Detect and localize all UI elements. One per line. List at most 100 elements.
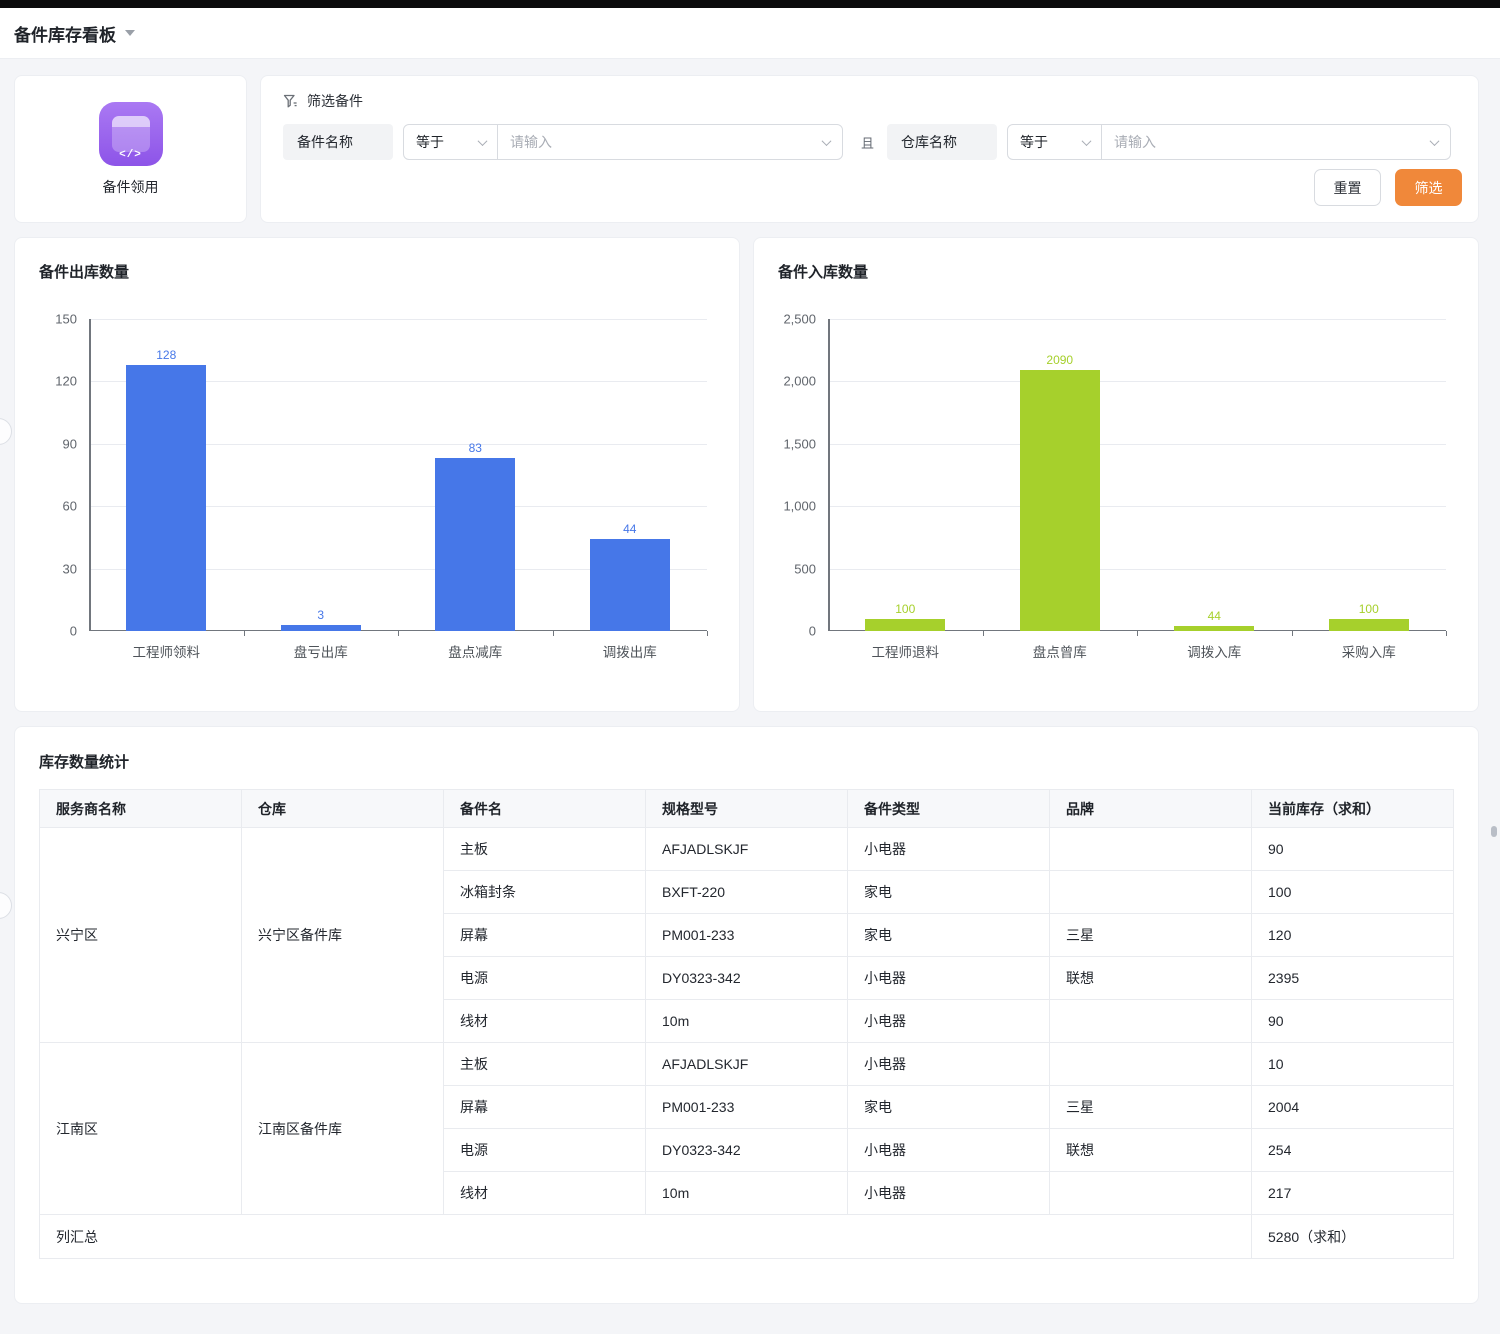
bar[interactable] [435, 458, 516, 631]
bar[interactable] [280, 624, 361, 631]
y-tick-label: 0 [69, 623, 77, 639]
x-tick-label: 盘点曾库 [1032, 645, 1087, 660]
table-row: 冰箱封条 BXFT-220 家电 100 [40, 870, 1454, 914]
column-header: 仓库 [241, 789, 444, 828]
column-header: 品牌 [1049, 789, 1252, 828]
chart-bars: 128 3 83 44 [89, 319, 707, 631]
column-header: 备件类型 [847, 789, 1050, 828]
table-cell: 100 [1251, 870, 1454, 914]
chart-gridlines [828, 319, 1446, 631]
column-header: 备件名 [443, 789, 646, 828]
y-axis-line [89, 319, 91, 631]
x-tick-label: 盘点减库 [448, 645, 503, 660]
bar-value-label: 100 [895, 601, 916, 616]
warehouse-cell: 兴宁区备件库 [241, 827, 444, 1043]
charts-row: 备件出库数量 150 120 90 60 30 0 128 3 83 44 工程师领料 盘亏出库 盘… [14, 237, 1479, 712]
column-header: 规格型号 [645, 789, 848, 828]
reset-button[interactable]: 重置 [1314, 169, 1381, 206]
bar[interactable] [865, 618, 946, 631]
chart-bars: 100 2090 44 100 [828, 319, 1446, 631]
chart-title: 备件出库数量 [39, 264, 130, 281]
bar-chart: 150 120 90 60 30 0 128 3 83 44 [55, 312, 708, 639]
y-tick-label: 90 [62, 436, 77, 452]
app-shortcut-card[interactable]: </> 备件领用 [14, 75, 247, 223]
filter-conditions: 备件名称 等于 请输入 且 仓库名称 等于 [283, 124, 1462, 160]
bar[interactable] [1019, 370, 1100, 631]
bar[interactable] [589, 539, 670, 631]
table-cell: 三星 [1049, 1085, 1252, 1129]
operator-select[interactable]: 等于 [1008, 125, 1103, 159]
value-input[interactable]: 请输入 [498, 125, 842, 159]
table-cell: 主板 [443, 1042, 646, 1086]
table-cell: 90 [1251, 999, 1454, 1043]
filter-icon [283, 94, 297, 107]
table-cell: 小电器 [847, 1042, 1050, 1086]
y-tick-label: 1,000 [783, 498, 816, 514]
summary-label: 列汇总 [39, 1214, 1252, 1259]
y-tick-label: 30 [62, 561, 77, 577]
x-axis-labels: 工程师领料 盘亏出库 盘点减库 调拨出库 [89, 641, 707, 661]
table-cell: 10m [645, 1171, 848, 1215]
x-tick-label: 工程师领料 [132, 645, 201, 660]
table-cell: 家电 [847, 870, 1050, 914]
chevron-down-icon [125, 30, 135, 36]
y-tick-label: 0 [808, 623, 816, 639]
table-cell: PM001-233 [645, 913, 848, 957]
x-tick-label: 盘亏出库 [293, 645, 348, 660]
bar[interactable] [1174, 625, 1255, 631]
table-cell: AFJADLSKJF [645, 827, 848, 871]
bar-value-label: 100 [1358, 601, 1379, 616]
table-cell: 254 [1251, 1128, 1454, 1172]
table-cell: 90 [1251, 827, 1454, 871]
y-tick-label: 500 [794, 561, 816, 577]
column-header: 当前库存（求和） [1251, 789, 1454, 828]
table-cell: 主板 [443, 827, 646, 871]
table-row: 屏幕 PM001-233 家电 三星 2004 [40, 1085, 1454, 1129]
x-tick-label: 工程师退料 [871, 645, 940, 660]
table-cell: 小电器 [847, 1128, 1050, 1172]
filter-submit-button[interactable]: 筛选 [1395, 169, 1462, 206]
table-cell: AFJADLSKJF [645, 1042, 848, 1086]
table-cell: 小电器 [847, 827, 1050, 871]
table-cell: BXFT-220 [645, 870, 848, 914]
x-axis-ticks [828, 319, 1447, 636]
code-window-icon: </> [98, 101, 163, 166]
bar[interactable] [1328, 618, 1409, 631]
chevron-down-icon [821, 135, 832, 146]
operator-value: 等于 [416, 134, 444, 150]
table-cell: 2395 [1251, 956, 1454, 1000]
filter-field-label: 仓库名称 [887, 124, 998, 160]
x-axis-labels: 工程师退料 盘点曾库 调拨入库 采购入库 [828, 641, 1446, 661]
provider-cell: 兴宁区 [39, 827, 242, 1043]
input-placeholder: 请输入 [1114, 134, 1157, 150]
top-row: </> 备件领用 筛选备件 备件名称 等于 [14, 75, 1479, 223]
y-tick-label: 2,000 [783, 373, 816, 389]
table-cell: 家电 [847, 1085, 1050, 1129]
table-cell: 小电器 [847, 1171, 1050, 1215]
table-cell [1049, 999, 1252, 1043]
bar-value-label: 3 [317, 607, 325, 622]
y-axis-line [828, 319, 830, 631]
column-header: 服务商名称 [39, 789, 242, 828]
x-axis-ticks [89, 319, 708, 636]
summary-value: 5280（求和） [1251, 1214, 1454, 1259]
dashboard-title-dropdown[interactable]: 备件库存看板 [14, 21, 135, 46]
table-cell: 217 [1251, 1171, 1454, 1215]
table-cell [1049, 827, 1252, 871]
table-cell: PM001-233 [645, 1085, 848, 1129]
table-header-row: 服务商名称 仓库 备件名 规格型号 备件类型 品牌 当前库存（求和） [39, 789, 1454, 828]
table-cell: 联想 [1049, 956, 1252, 1000]
table-row: 江南区 江南区备件库 主板 AFJADLSKJF 小电器 10 [39, 1042, 1454, 1215]
operator-select[interactable]: 等于 [404, 125, 498, 159]
bar[interactable] [126, 364, 207, 631]
top-edge-bar [0, 0, 1500, 8]
y-tick-label: 60 [62, 498, 77, 514]
value-input[interactable]: 请输入 [1102, 125, 1450, 159]
chart-gridlines [89, 319, 707, 631]
table-cell: 线材 [443, 1171, 646, 1215]
y-tick-label: 2,500 [783, 311, 816, 327]
page-header: 备件库存看板 [0, 8, 1500, 59]
scrollbar-thumb[interactable] [1491, 826, 1497, 837]
and-connector: 且 [861, 135, 875, 151]
bar-value-label: 2090 [1046, 353, 1074, 368]
